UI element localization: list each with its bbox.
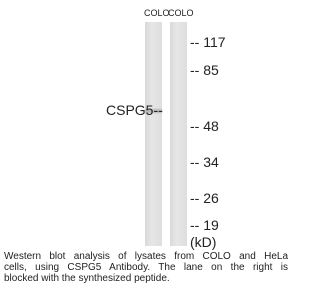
band-label: CSPG5--	[106, 102, 163, 118]
caption-line: blocked with the synthesized peptide.	[4, 273, 288, 284]
caption-line: cells, using CSPG5 Antibody. The lane on…	[4, 262, 288, 273]
marker: -- 19	[190, 217, 219, 233]
blot-figure: COLO COLO CSPG5-- -- 117 -- 85 -- 48 -- …	[0, 0, 293, 289]
marker: -- 26	[190, 190, 219, 206]
caption-line: Western blot analysis of lysates from CO…	[4, 251, 288, 262]
marker: -- 34	[190, 154, 219, 170]
lane-label: COLO	[168, 8, 194, 18]
lane	[145, 22, 162, 246]
lane	[170, 22, 187, 246]
marker: -- 85	[190, 62, 219, 78]
lane-label: COLO	[144, 8, 170, 18]
marker: -- 117	[190, 34, 226, 50]
unit: (kD)	[190, 234, 216, 250]
marker: -- 48	[190, 118, 219, 134]
